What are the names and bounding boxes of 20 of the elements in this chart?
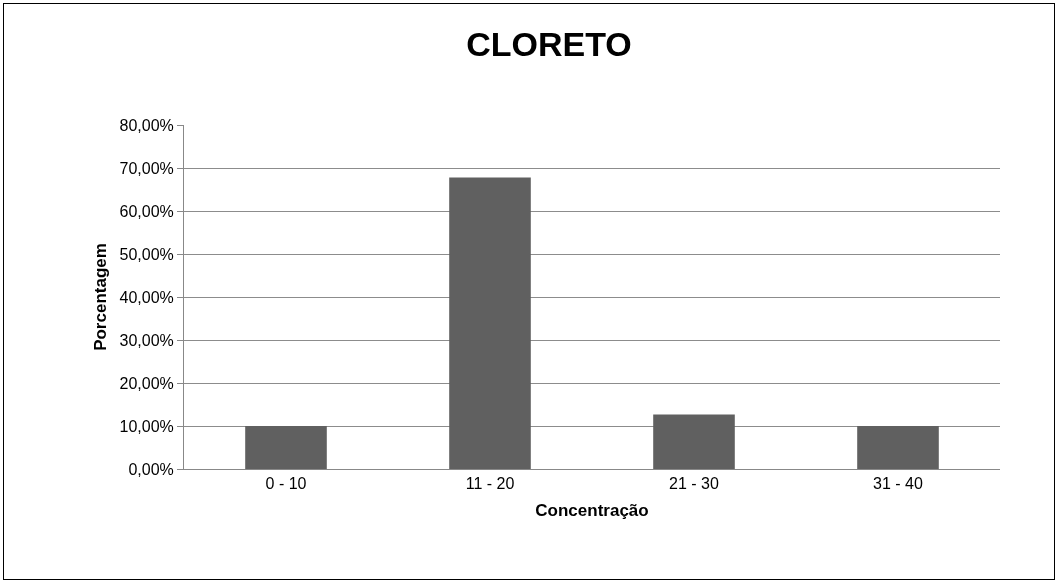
bar xyxy=(245,426,327,469)
bar xyxy=(857,426,939,469)
x-tick-label: 31 - 40 xyxy=(873,475,924,493)
x-tick-label: 11 - 20 xyxy=(465,475,515,493)
y-tick-label: 60,00% xyxy=(119,202,174,220)
y-tick-label: 10,00% xyxy=(119,417,174,435)
bar xyxy=(449,177,531,469)
x-axis-title: Concentração xyxy=(535,500,649,520)
x-tick-label: 21 - 30 xyxy=(669,475,720,493)
y-axis-title: Porcentagem xyxy=(91,243,111,351)
y-tick-label: 30,00% xyxy=(119,331,174,349)
y-tick-label: 50,00% xyxy=(119,245,174,263)
y-tick-label: 70,00% xyxy=(119,159,174,177)
y-tick-label: 20,00% xyxy=(119,374,174,392)
bar xyxy=(653,414,735,469)
y-tick-label: 40,00% xyxy=(119,288,174,306)
chart-title: CLORETO xyxy=(466,25,632,64)
x-tick-label: 0 - 10 xyxy=(265,475,307,493)
y-tick-label: 80,00% xyxy=(119,116,174,134)
y-tick-label: 0,00% xyxy=(128,460,174,478)
